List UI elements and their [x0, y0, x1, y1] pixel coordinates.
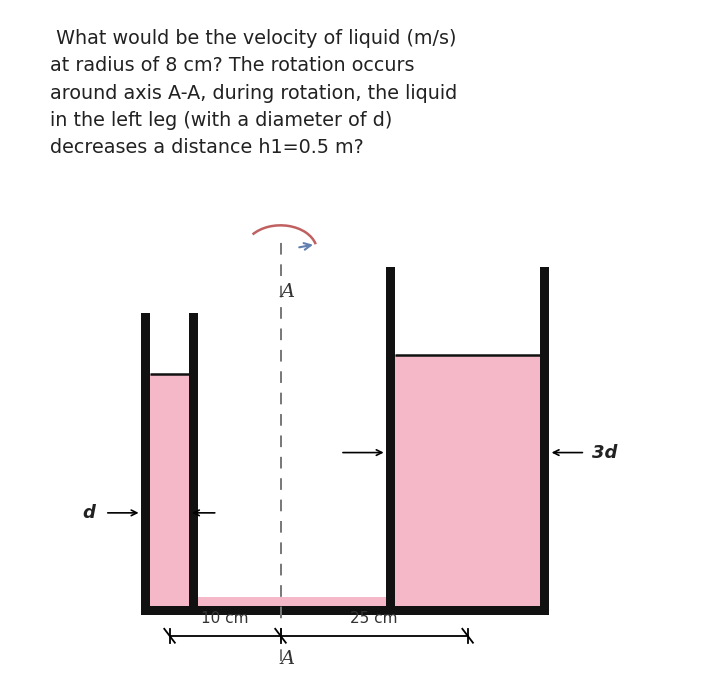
Bar	[141, 606, 549, 615]
Text: 25 cm: 25 cm	[351, 610, 398, 625]
Bar	[540, 267, 549, 606]
Text: 3d: 3d	[592, 443, 617, 462]
Text: 10 cm: 10 cm	[202, 610, 249, 625]
Text: What would be the velocity of liquid (m/s)
at radius of 8 cm? The rotation occur: What would be the velocity of liquid (m/…	[50, 29, 456, 157]
Text: d: d	[82, 504, 95, 522]
Text: A: A	[280, 283, 294, 301]
Bar	[189, 314, 198, 606]
Bar	[387, 267, 395, 606]
Text: A: A	[280, 650, 294, 668]
Bar	[395, 355, 540, 606]
Bar	[150, 597, 540, 606]
Bar	[150, 374, 189, 606]
Bar	[141, 314, 150, 606]
